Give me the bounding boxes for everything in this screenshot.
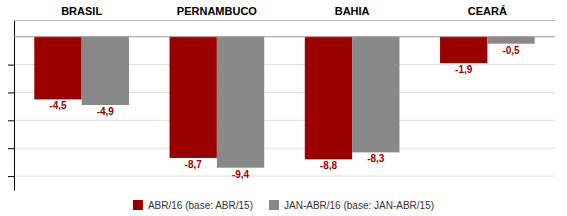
data-label: -1,9 [455, 64, 473, 75]
bars [34, 37, 534, 168]
category-label: CEARÁ [468, 5, 507, 17]
x-axis: BRASIL PERNAMBUCO BAHIA CEARÁ [15, 5, 556, 21]
y-tick-mark [8, 120, 14, 121]
x-tick: CEARÁ [468, 5, 507, 20]
plot: BRASIL PERNAMBUCO BAHIA CEARÁ -4,5 -8,7 -8,8 -1… [8, 5, 556, 191]
y-tick [8, 92, 14, 93]
data-label: -9,4 [232, 169, 250, 180]
legend-swatch [269, 200, 279, 210]
grid-line [14, 176, 555, 177]
grid-line [14, 120, 555, 121]
bar [305, 37, 352, 160]
baseline [14, 36, 555, 37]
y-tick [8, 176, 14, 177]
legend-swatch [133, 200, 143, 210]
y-tick-mark [8, 92, 14, 93]
bar [82, 37, 129, 105]
bar [217, 37, 264, 168]
x-tick: BRASIL [61, 5, 102, 20]
data-label: -4,9 [97, 106, 115, 117]
data-label: -0,5 [502, 45, 520, 56]
y-tick-mark [8, 148, 14, 149]
category-label: BAHIA [335, 5, 370, 17]
legend-item: ABR/16 (base: ABR/15) [133, 200, 253, 211]
x-axis-line [15, 20, 556, 21]
y-tick-mark [8, 176, 14, 177]
x-tick: BAHIA [335, 5, 370, 20]
bar [487, 37, 534, 44]
data-label: -4,5 [49, 100, 67, 111]
y-tick [8, 65, 14, 66]
bar [34, 37, 81, 100]
legend-label: JAN-ABR/16 (base: JAN-ABR/15) [284, 200, 434, 211]
legend-item: JAN-ABR/16 (base: JAN-ABR/15) [269, 200, 434, 211]
bar [440, 37, 487, 63]
bar [170, 37, 217, 158]
grid-line [14, 148, 555, 149]
data-labels: -4,5 -8,7 -8,8 -1,9 -4,9 -9,4 -8,3 -0,5 [49, 45, 520, 180]
chart: BRASIL PERNAMBUCO BAHIA CEARÁ -4,5 -8,7 -8,8 -1… [0, 0, 567, 216]
category-label: PERNAMBUCO [177, 5, 258, 17]
legend-label: ABR/16 (base: ABR/15) [148, 200, 253, 211]
y-axis [8, 21, 15, 191]
data-label: -8,3 [367, 153, 385, 164]
y-tick-mark [8, 65, 14, 66]
data-label: -8,7 [185, 159, 203, 170]
data-label: -8,8 [320, 160, 338, 171]
x-tick: PERNAMBUCO [177, 5, 258, 20]
bar [352, 37, 399, 153]
y-axis-line [14, 21, 15, 191]
legend: ABR/16 (base: ABR/15) JAN-ABR/16 (base: J… [133, 200, 434, 211]
category-label: BRASIL [61, 5, 102, 17]
y-tick [8, 148, 14, 149]
y-tick [8, 120, 14, 121]
